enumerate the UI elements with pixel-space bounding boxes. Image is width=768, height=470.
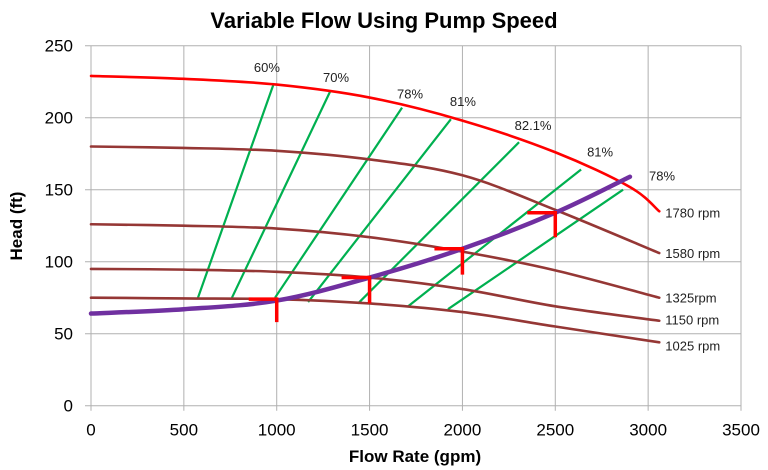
operating-point-marker xyxy=(527,210,558,238)
x-tick-label: 3000 xyxy=(629,421,667,440)
pump-curve xyxy=(89,296,661,344)
rpm-label: 1025 rpm xyxy=(665,338,720,353)
x-tick-label: 3500 xyxy=(722,421,760,440)
y-tick-label: 250 xyxy=(45,37,73,56)
annotations: 60% 70% 78% 81% 82.1% 81% 78% 1780 rpm 1580 rpm 1… xyxy=(254,60,720,353)
efficiency-label: 60% xyxy=(254,60,280,75)
operating-point-markers xyxy=(248,210,558,323)
x-tick-label: 500 xyxy=(170,421,198,440)
efficiency-label: 81% xyxy=(587,145,613,160)
rpm-label: 1325rpm xyxy=(665,291,716,306)
efficiency-line xyxy=(447,188,624,311)
rpm-label: 1580 rpm xyxy=(665,246,720,261)
efficiency-line xyxy=(274,107,403,299)
x-tick-label: 2500 xyxy=(536,421,574,440)
x-tick-label: 2000 xyxy=(444,421,482,440)
x-tick-label: 1000 xyxy=(258,421,296,440)
operating-point-marker xyxy=(341,275,372,304)
efficiency-line xyxy=(307,118,452,303)
chart-title: Variable Flow Using Pump Speed xyxy=(210,8,557,33)
pump-curve xyxy=(89,74,661,213)
x-axis-ticks: 0 500 1000 1500 2000 2500 3000 3500 xyxy=(86,421,760,440)
efficiency-line xyxy=(196,82,275,299)
operating-point-marker xyxy=(434,246,465,275)
efficiency-label: 78% xyxy=(397,87,423,102)
x-tick-label: 0 xyxy=(86,421,95,440)
y-tick-label: 150 xyxy=(45,181,73,200)
efficiency-label: 70% xyxy=(323,70,349,85)
pump-curves xyxy=(89,74,661,344)
pump-curve xyxy=(89,145,661,255)
efficiency-line xyxy=(357,141,520,305)
y-tick-label: 0 xyxy=(64,397,73,416)
y-tick-label: 100 xyxy=(45,253,73,272)
operating-point-marker xyxy=(248,297,279,323)
efficiency-label: 78% xyxy=(649,169,675,184)
y-axis-ticks: 0 50 100 150 200 250 xyxy=(45,37,73,416)
y-axis-label: Head (ft) xyxy=(7,192,26,261)
system-curve-line xyxy=(88,174,633,316)
rpm-label: 1780 rpm xyxy=(665,205,720,220)
system-curve xyxy=(88,174,633,316)
efficiency-line xyxy=(230,91,332,299)
x-tick-label: 1500 xyxy=(351,421,389,440)
y-tick-label: 200 xyxy=(45,109,73,128)
x-axis-label: Flow Rate (gpm) xyxy=(349,447,481,466)
efficiency-label: 81% xyxy=(450,94,476,109)
rpm-label: 1150 rpm xyxy=(665,313,719,328)
efficiency-label: 82.1% xyxy=(515,118,552,133)
y-tick-label: 50 xyxy=(54,325,73,344)
efficiency-lines xyxy=(196,82,624,311)
pump-curve xyxy=(89,222,661,299)
